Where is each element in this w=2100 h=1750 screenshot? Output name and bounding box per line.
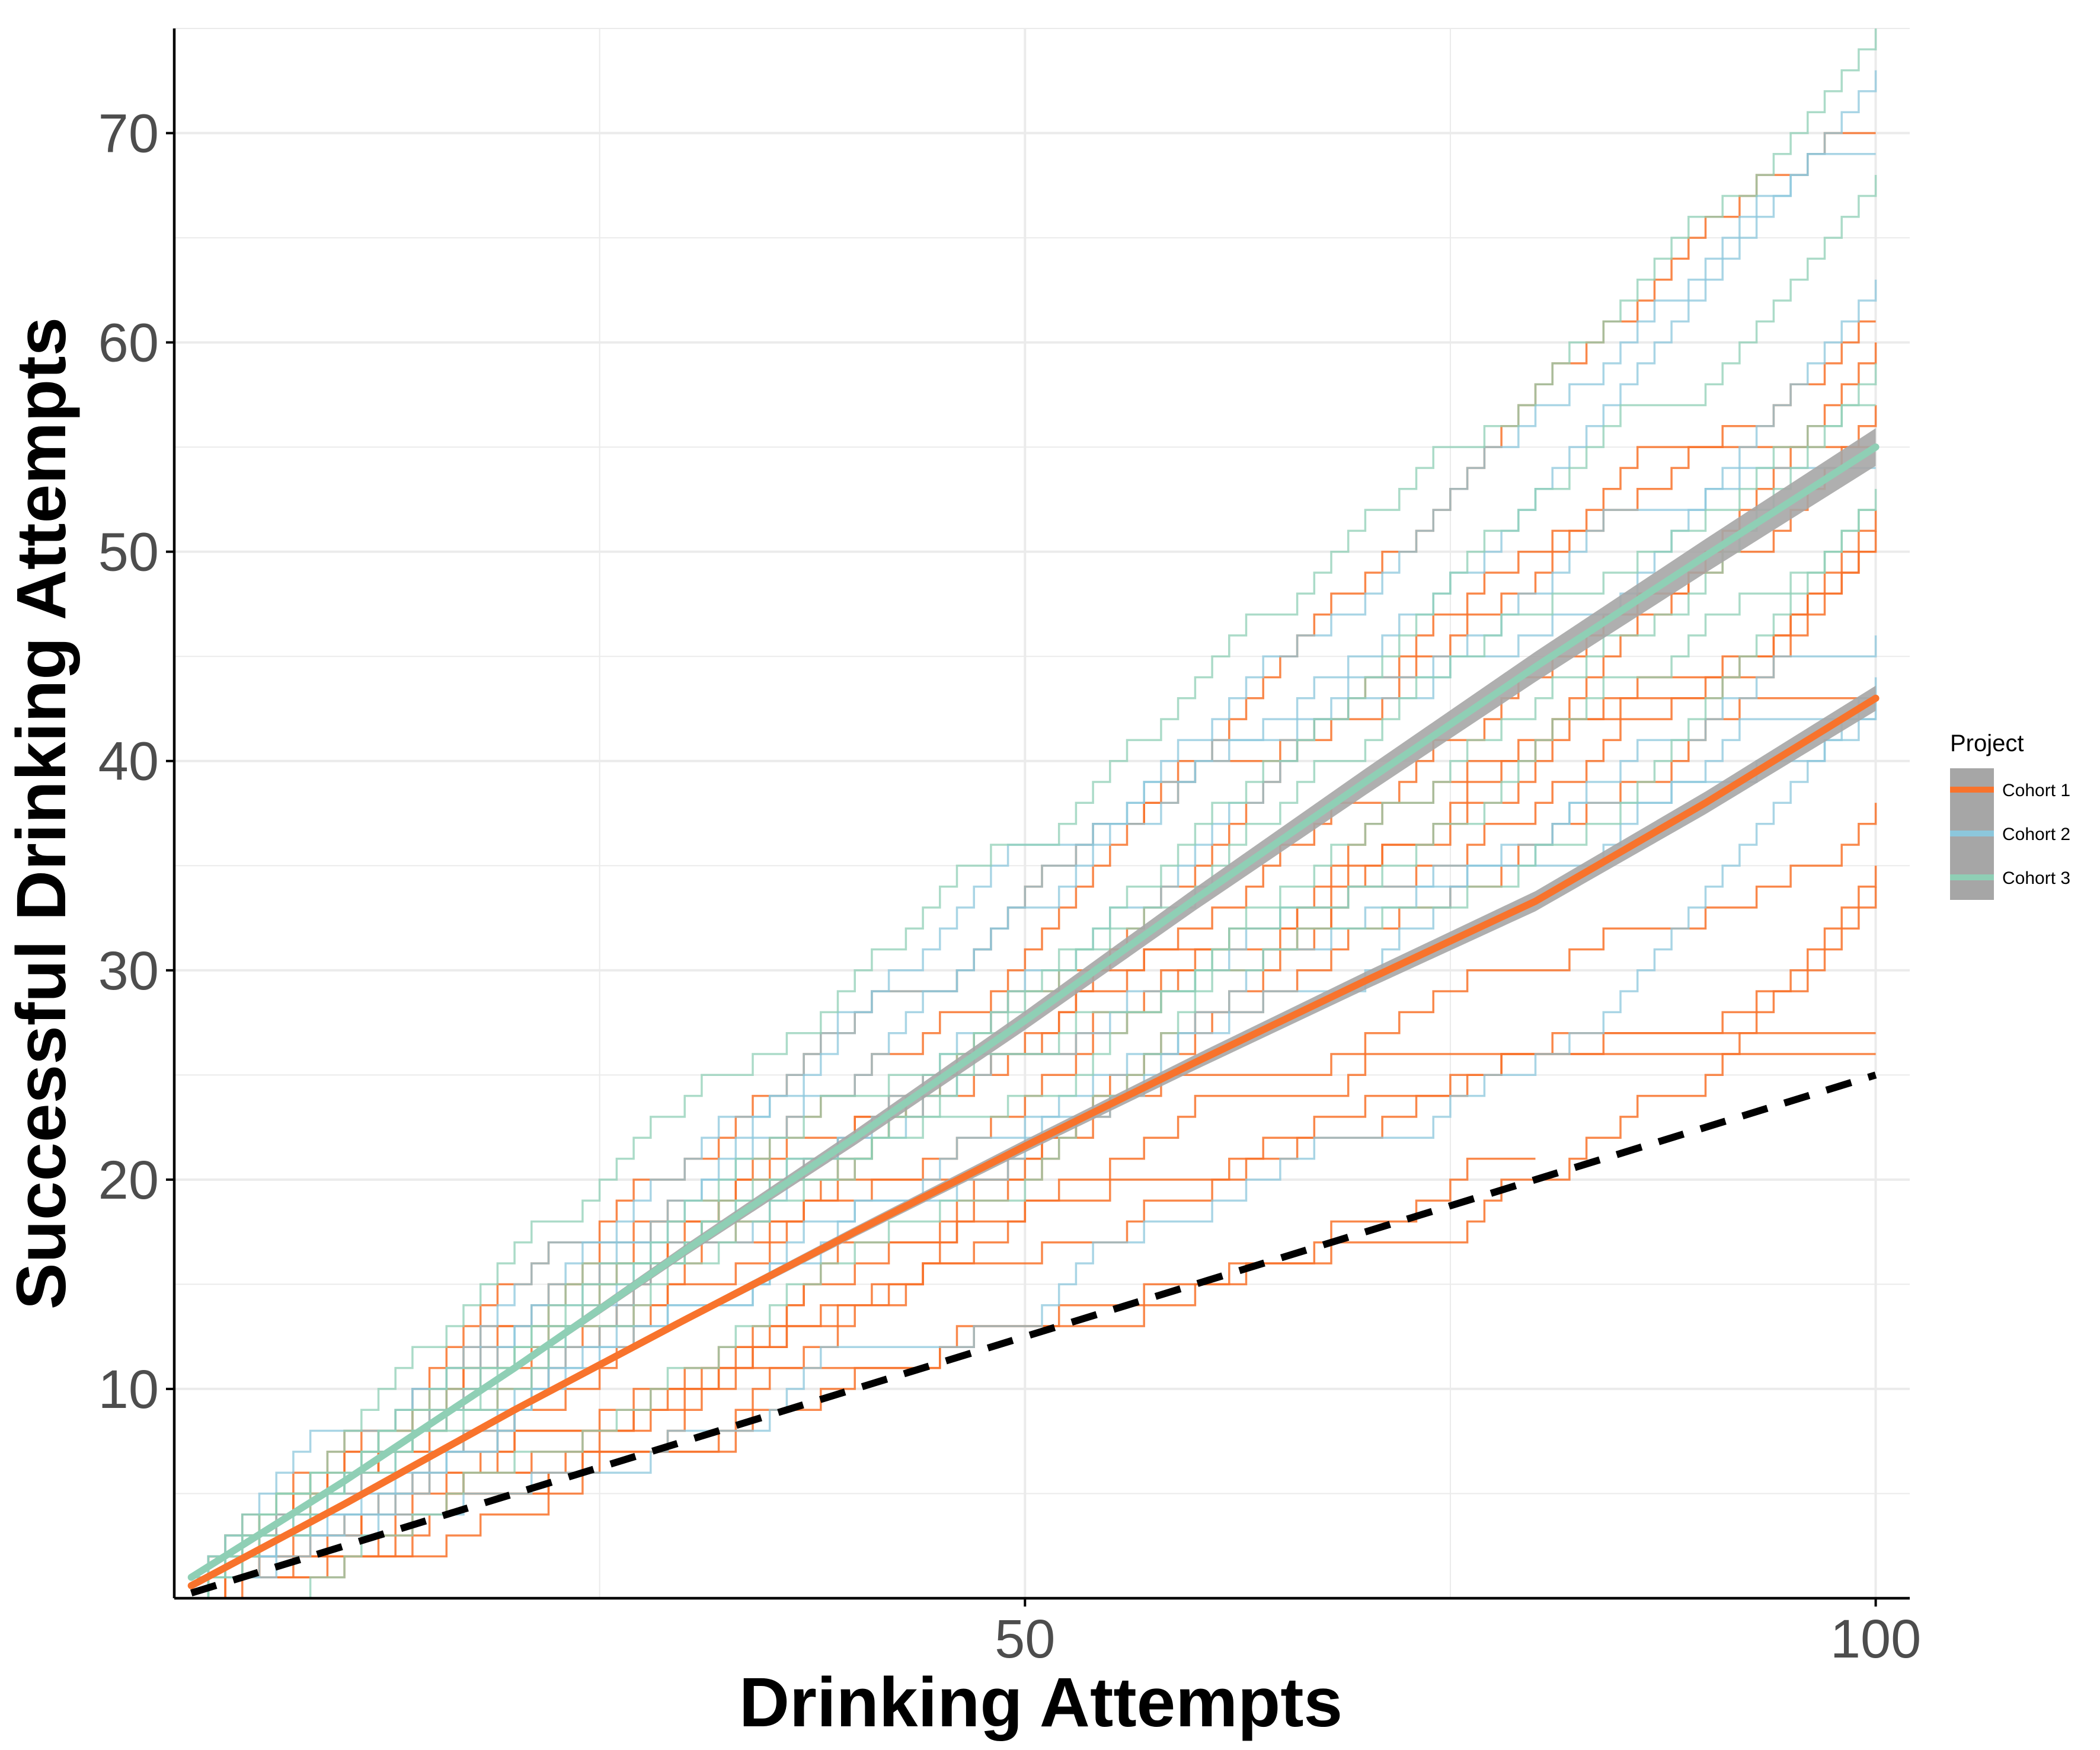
legend-label: Cohort 1 (2002, 781, 2070, 800)
axes (172, 28, 1910, 1600)
x-axis-title: Drinking Attempts (739, 1663, 1343, 1742)
individual-line (191, 279, 1877, 1599)
x-axis-ticks: 50 100 (995, 1598, 1921, 1669)
individual-line (191, 28, 1877, 1599)
trend-lines (187, 443, 1880, 1589)
individual-line (191, 404, 1876, 1599)
individual-line (191, 531, 1877, 1599)
individual-line (191, 363, 1877, 1599)
y-tick-label: 20 (98, 1150, 159, 1211)
individual-line (191, 1032, 1876, 1579)
y-axis-title: Successful Drinking Attempts (2, 317, 81, 1310)
individual-line (191, 677, 1877, 1599)
grid-lines (174, 28, 1910, 1598)
individual-line (191, 509, 1876, 1579)
trend-line (187, 443, 1880, 1581)
x-tick-label: 100 (1830, 1609, 1922, 1669)
y-tick-label: 40 (98, 732, 159, 792)
chance-line (190, 1071, 1877, 1596)
chance-line (190, 1071, 1877, 1596)
y-tick-label: 10 (98, 1359, 159, 1420)
legend-title: Project (1950, 730, 2024, 756)
individual-line (191, 635, 1877, 1579)
trend-line (187, 694, 1880, 1589)
individual-line (191, 698, 1877, 1579)
legend-label: Cohort 2 (2002, 825, 2070, 844)
individual-line (191, 153, 1876, 1579)
y-axis-ticks: 10 20 30 40 50 60 70 (98, 104, 174, 1420)
legend: Project Cohort 1 Cohort 2 Cohort 3 (1950, 730, 2070, 900)
individual-lines (191, 28, 1877, 1599)
individual-line (191, 866, 1877, 1599)
individual-line (191, 886, 1877, 1599)
confidence-ribbon (191, 428, 1876, 1577)
x-tick-label: 50 (995, 1609, 1055, 1669)
individual-line (191, 488, 1877, 1599)
y-tick-label: 30 (98, 941, 159, 1001)
y-tick-label: 60 (98, 313, 159, 373)
y-tick-label: 50 (98, 522, 159, 583)
individual-line (191, 70, 1877, 1599)
individual-line (191, 1053, 1876, 1599)
individual-line (191, 342, 1877, 1579)
y-tick-label: 70 (98, 104, 159, 164)
legend-label: Cohort 3 (2002, 868, 2070, 888)
